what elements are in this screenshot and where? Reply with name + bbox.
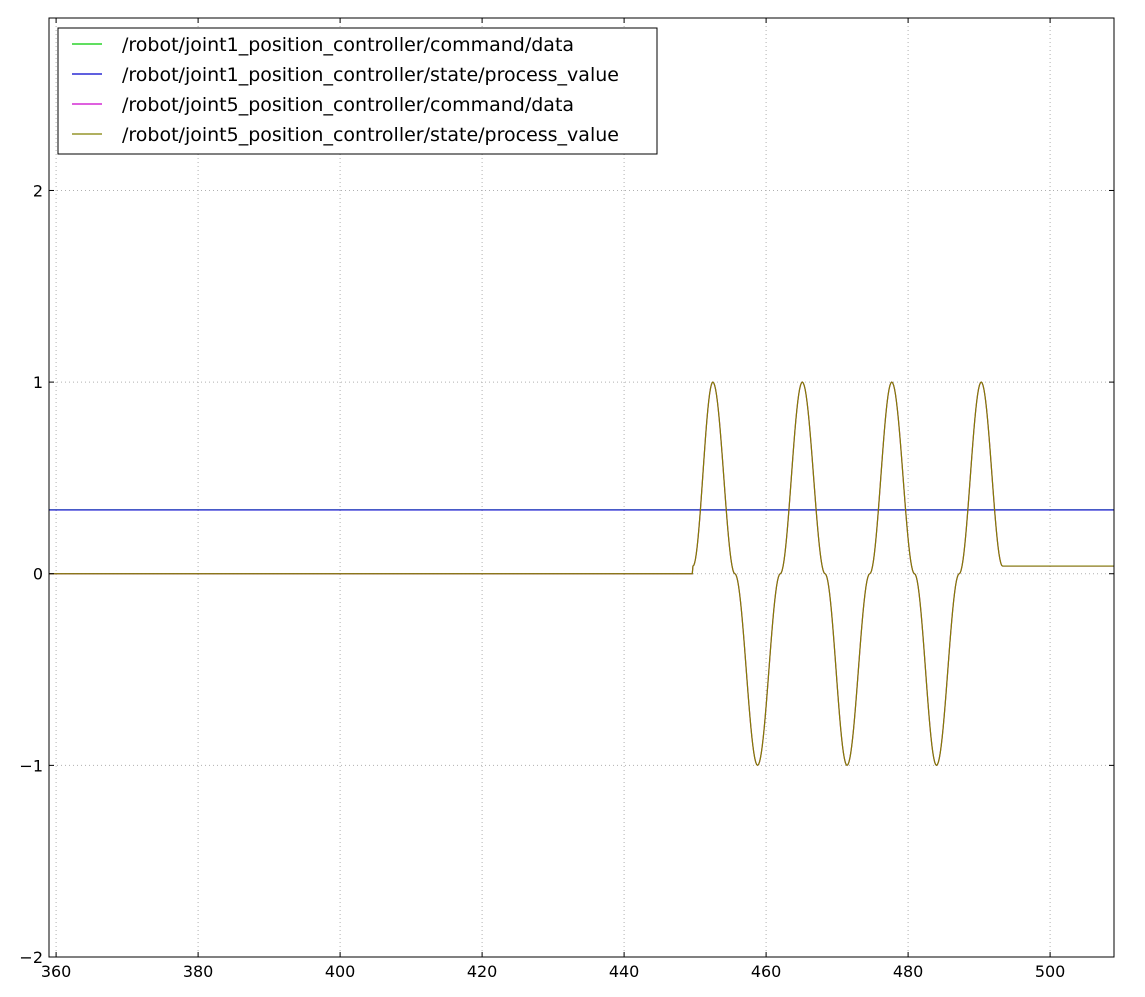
x-tick-label: 380 bbox=[183, 962, 214, 981]
y-tick-label: −2 bbox=[19, 948, 43, 967]
x-tick-label: 480 bbox=[893, 962, 924, 981]
x-tick-label: 400 bbox=[325, 962, 356, 981]
x-tick-label: 420 bbox=[467, 962, 498, 981]
x-tick-label: 440 bbox=[609, 962, 640, 981]
y-tick-label: 0 bbox=[33, 565, 43, 584]
legend-label: /robot/joint1_position_controller/state/… bbox=[122, 64, 619, 86]
plot-background bbox=[49, 18, 1114, 957]
x-tick-label: 500 bbox=[1035, 962, 1066, 981]
axis-ticks: 360 380 400 420 440 460 480 500 −2 −1 0 1 2 bbox=[19, 18, 1114, 981]
series-line-4 bbox=[49, 381, 1114, 767]
y-tick-label: −1 bbox=[19, 756, 43, 775]
legend-label: /robot/joint5_position_controller/state/… bbox=[122, 124, 619, 146]
legend-label: /robot/joint1_position_controller/comman… bbox=[122, 34, 574, 56]
grid bbox=[49, 18, 1114, 958]
y-tick-label: 1 bbox=[33, 373, 43, 392]
y-tick-label: 2 bbox=[33, 181, 43, 200]
series-layer bbox=[49, 381, 1114, 767]
legend-box bbox=[57, 27, 658, 155]
x-tick-label: 360 bbox=[41, 962, 72, 981]
plot-frame bbox=[48, 17, 1115, 958]
x-tick-label: 460 bbox=[751, 962, 782, 981]
legend-label: /robot/joint5_position_controller/comman… bbox=[122, 94, 574, 116]
legend: /robot/joint1_position_controller/comman… bbox=[57, 27, 658, 155]
